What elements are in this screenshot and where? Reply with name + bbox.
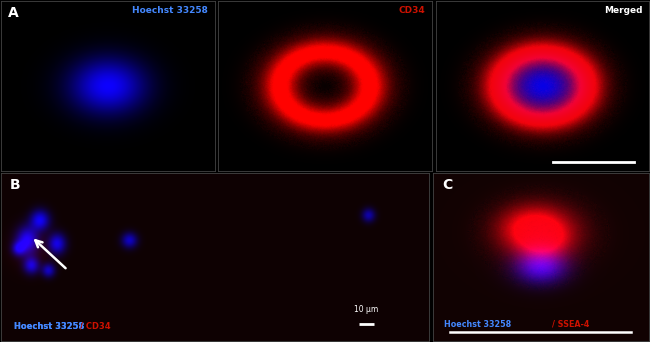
- Text: B: B: [10, 178, 21, 192]
- Text: Hoechst 33258: Hoechst 33258: [132, 6, 208, 15]
- Text: CD34: CD34: [398, 6, 425, 15]
- Text: Hoechst 33258: Hoechst 33258: [444, 320, 511, 329]
- Text: Merged: Merged: [604, 6, 642, 15]
- Text: / CD34: / CD34: [81, 321, 111, 331]
- Text: Hoechst 33258: Hoechst 33258: [14, 321, 84, 331]
- Text: A: A: [8, 6, 18, 21]
- Text: Hoechst 33258 / CD34: Hoechst 33258 / CD34: [14, 321, 118, 331]
- Text: Hoechst 33258: Hoechst 33258: [14, 321, 87, 331]
- Text: 10 μm: 10 μm: [354, 305, 378, 314]
- Text: / SSEA-4: / SSEA-4: [552, 320, 589, 329]
- Text: C: C: [442, 178, 452, 192]
